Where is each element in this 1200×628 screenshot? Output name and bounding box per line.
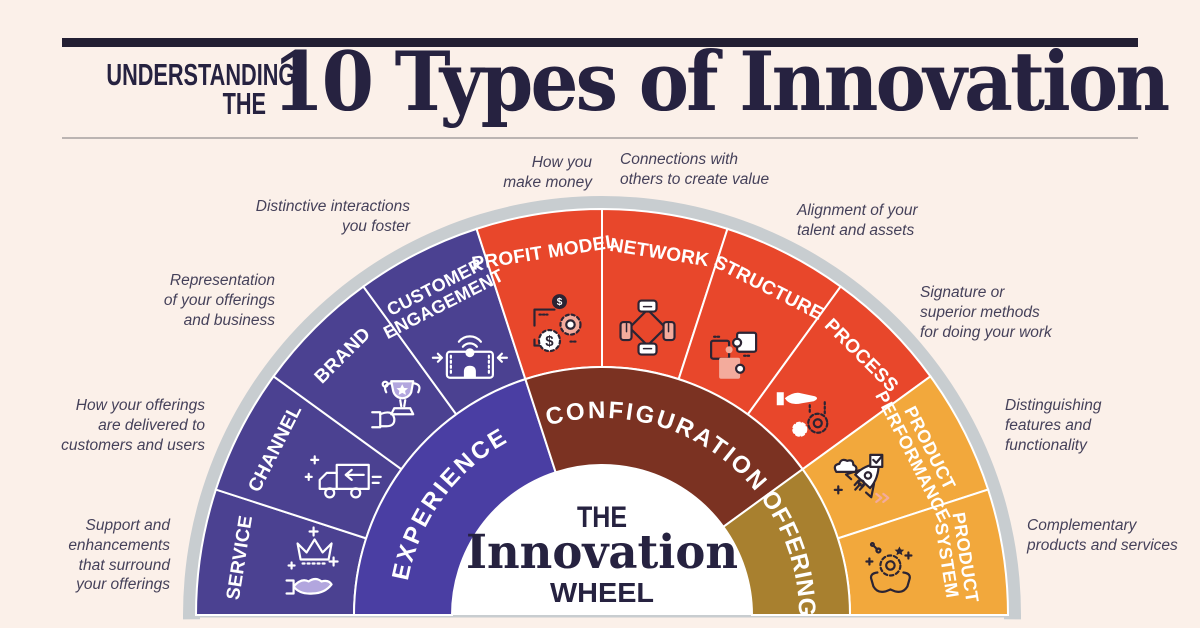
center-line-the: THE (577, 501, 627, 534)
trophy-hand-icon (371, 380, 421, 429)
crown-hand-icon (285, 526, 339, 595)
center-line-innovation: Innovation (466, 525, 738, 580)
center-line-wheel: WHEEL (550, 577, 654, 608)
header-top-bar (62, 38, 1138, 47)
annotation-product-system: Complementary products and services (1027, 517, 1178, 554)
annotation-service: Support and enhancements that surround y… (68, 517, 170, 594)
dollar-gears-icon: $ $ (533, 294, 582, 353)
joined-hands-icon (619, 299, 676, 356)
header-kicker: UNDERSTANDING THE (106, 59, 295, 122)
page-title: 10 Types of Innovation (272, 35, 1170, 130)
annotation-process: Signature or superior methods for doing … (920, 284, 1052, 341)
annotation-network: Connections with others to create value (620, 151, 770, 188)
annotation-profit-model: How you make money (503, 154, 592, 191)
annotation-customer-engagement: Distinctive interactions you foster (255, 198, 410, 235)
header-rule (62, 137, 1138, 139)
wheel-baseline (183, 615, 1021, 618)
kicker-line1: UNDERSTANDING (106, 57, 296, 92)
annotation-structure: Alignment of your talent and assets (797, 202, 918, 239)
svg-text:$: $ (545, 333, 554, 350)
hand-gears-icon (776, 392, 829, 437)
delivery-truck-icon (304, 455, 382, 499)
person-phone-icon (431, 335, 508, 379)
annotation-channel: How your offerings are delivered to cust… (61, 397, 205, 454)
rocket-icon (833, 453, 890, 503)
annotation-brand: Representation of your offerings and bus… (163, 272, 275, 329)
hands-gear-icon (865, 541, 913, 594)
puzzle-pieces-icon (710, 331, 758, 379)
annotation-product-performance: Distinguishing features and functionalit… (1005, 397, 1102, 454)
wheel-center-disc (452, 465, 752, 615)
kicker-line2: THE (222, 86, 266, 122)
svg-text:$: $ (557, 297, 563, 308)
